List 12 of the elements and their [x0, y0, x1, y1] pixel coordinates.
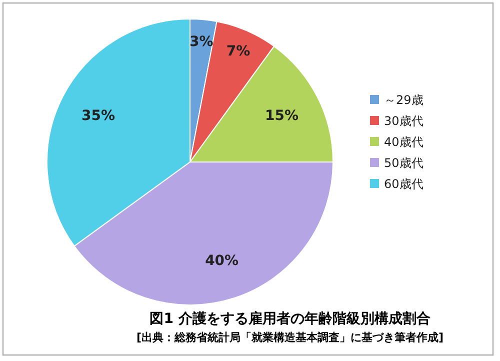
legend-label: 60歳代: [384, 177, 424, 192]
data-label: 15%: [264, 108, 298, 124]
data-label: 7%: [226, 43, 250, 60]
data-label: 3%: [190, 34, 214, 50]
text: [出典：総務省統計局「就業構造基本調査」に基づき筆者作成]: [136, 331, 444, 344]
legend-label: 40歳代: [384, 135, 424, 150]
legend-label: 30歳代: [384, 114, 424, 128]
legend-label: 50歳代: [384, 156, 424, 170]
text: 図1 介護をする雇用者の年齢階級別構成割合: [150, 310, 430, 327]
data-label: 35%: [82, 108, 116, 124]
data-label: 40%: [205, 252, 239, 269]
legend-label: ～29歳: [384, 93, 424, 108]
